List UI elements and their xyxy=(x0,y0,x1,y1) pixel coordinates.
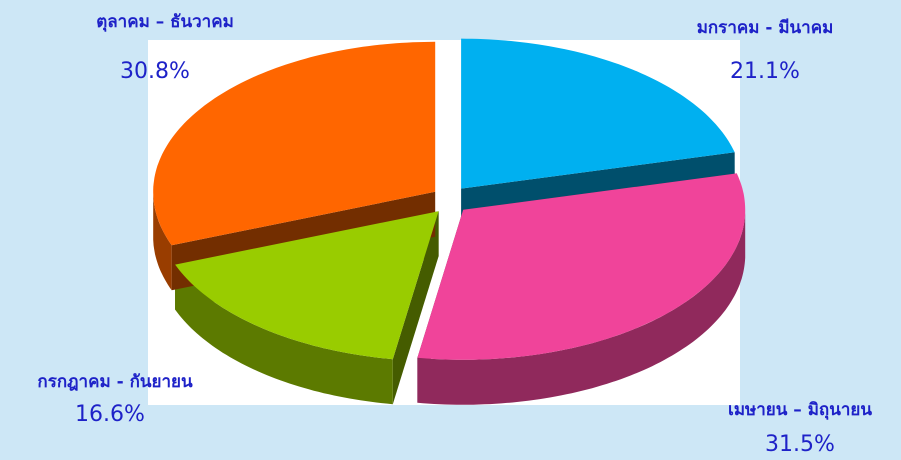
value-label: 21.1% xyxy=(730,59,800,84)
slice xyxy=(175,211,439,360)
value-label: 31.5% xyxy=(765,432,835,457)
slice-side xyxy=(175,264,393,405)
category-label: เมษายน – มิถุนายน xyxy=(728,400,872,420)
category-label: ตุลาคม – ธันวาคม xyxy=(96,12,234,32)
category-label: มกราคม - มีนาคม xyxy=(697,17,834,38)
slice-side xyxy=(417,209,746,405)
slice xyxy=(461,38,735,189)
slice xyxy=(417,173,746,360)
slice-side xyxy=(153,191,172,291)
slice xyxy=(153,41,436,246)
value-label: 16.6% xyxy=(75,402,145,427)
value-label: 30.8% xyxy=(120,59,190,84)
category-label: กรกฎาคม - กันยายน xyxy=(37,372,193,392)
slice-edge xyxy=(392,211,439,405)
